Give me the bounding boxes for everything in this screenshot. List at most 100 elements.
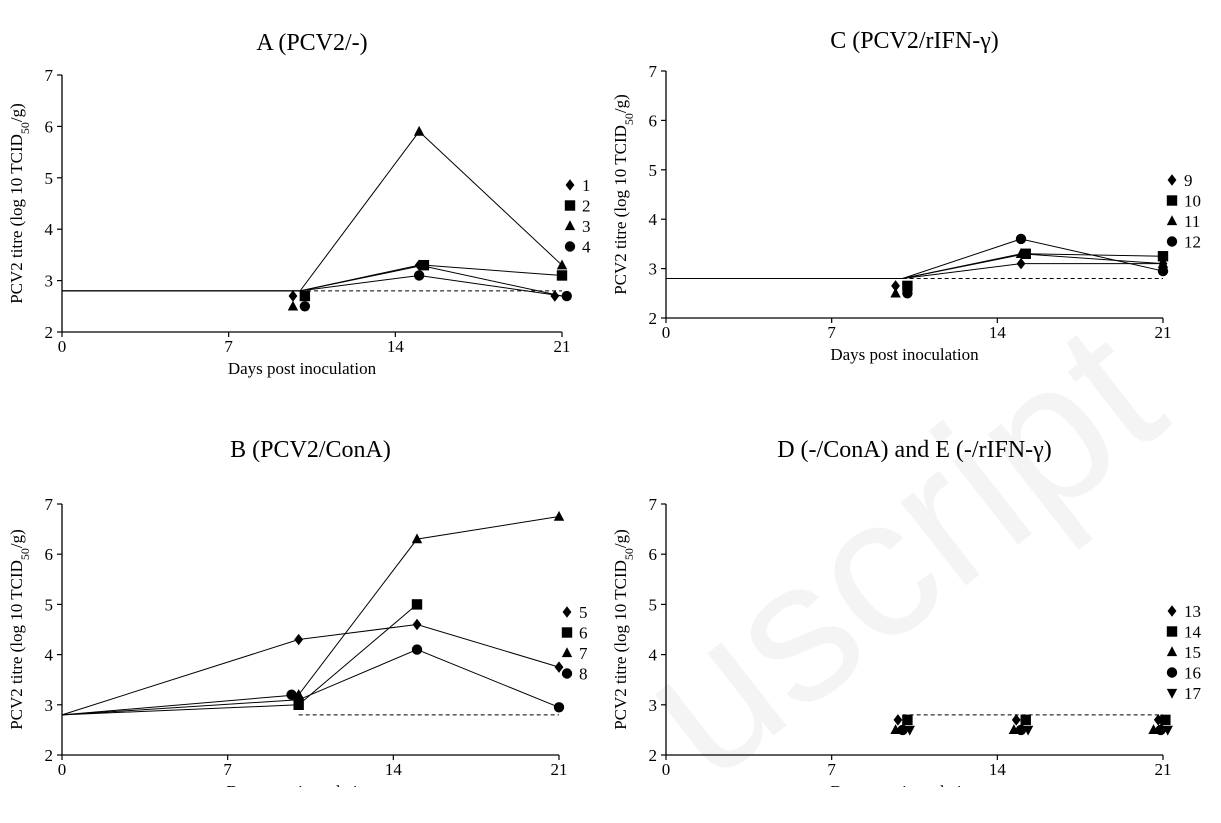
x-tick-label: 21 <box>1155 323 1172 342</box>
data-point-1 <box>288 290 298 302</box>
legend-label-13: 13 <box>1184 602 1201 621</box>
y-tick-label: 4 <box>649 210 658 229</box>
y-tick-label: 2 <box>45 323 54 342</box>
y-axis-label: PCV2 titre (log 10 TCID50/g) <box>7 529 32 730</box>
y-axis-label: PCV2 titre (log 10 TCID50/g) <box>611 529 636 730</box>
data-point-12 <box>902 288 913 299</box>
x-tick-label: 0 <box>58 760 67 779</box>
data-point-9 <box>1016 257 1026 270</box>
y-tick-label: 3 <box>649 696 658 715</box>
chart-panel-4: D (-/ConA) and E (-/rIFN-γ) 2 3 4 5 6 7 0 7 14 21 D… <box>611 437 1202 787</box>
data-point-11 <box>1157 257 1169 268</box>
series-line-5 <box>61 623 560 716</box>
data-point-16 <box>1015 724 1027 736</box>
x-tick-label: 7 <box>224 337 233 356</box>
x-tick-label: 0 <box>58 337 67 356</box>
data-point-9 <box>891 280 900 292</box>
y-tick-label: 4 <box>649 646 658 665</box>
y-tick-label: 7 <box>45 66 54 85</box>
legend-marker-2 <box>564 200 576 211</box>
chart-title: A (PCV2/-) <box>256 30 367 56</box>
data-point-7 <box>411 533 423 544</box>
legend-marker-7 <box>561 647 573 658</box>
data-point-14 <box>902 714 913 726</box>
legend-marker-6 <box>561 627 573 638</box>
legend-marker-3 <box>564 220 576 231</box>
legend-marker-4 <box>564 241 576 252</box>
data-point-7 <box>553 510 565 521</box>
data-point-3 <box>287 300 299 311</box>
y-tick-label: 6 <box>649 111 658 130</box>
data-point-2 <box>418 259 430 271</box>
legend-label-17: 17 <box>1184 684 1202 703</box>
data-point-13 <box>893 714 903 726</box>
data-point-5 <box>412 618 422 631</box>
series-line-2 <box>62 264 563 292</box>
data-point-11 <box>890 287 901 298</box>
y-tick-label: 5 <box>649 161 658 180</box>
data-point-14 <box>1160 714 1171 726</box>
y-tick-label: 4 <box>45 220 54 239</box>
x-tick-label: 0 <box>662 760 671 779</box>
x-axis-label: Days post inoculation <box>226 782 375 787</box>
data-point-2 <box>556 270 568 281</box>
legend-marker-1 <box>565 179 575 191</box>
x-tick-label: 14 <box>387 337 405 356</box>
series-line-7 <box>61 516 560 716</box>
y-tick-label: 7 <box>45 495 54 514</box>
data-point-3 <box>556 259 568 270</box>
y-tick-label: 6 <box>649 545 658 564</box>
data-point-5 <box>294 633 304 646</box>
legend-label-3: 3 <box>582 217 591 236</box>
data-point-17 <box>904 725 915 736</box>
legend-marker-13 <box>1167 605 1177 617</box>
data-point-16 <box>897 724 908 736</box>
legend-marker-11 <box>1166 215 1178 226</box>
legend-label-1: 1 <box>582 176 591 195</box>
legend-label-7: 7 <box>579 644 588 663</box>
x-tick-label: 7 <box>223 760 232 779</box>
legend-marker-14 <box>1166 626 1178 637</box>
y-tick-label: 3 <box>45 272 54 291</box>
y-tick-label: 6 <box>45 545 54 564</box>
legend-marker-16 <box>1166 667 1178 678</box>
legend-marker-10 <box>1166 195 1178 206</box>
legend-label-11: 11 <box>1184 212 1200 231</box>
y-tick-label: 5 <box>45 595 54 614</box>
legend-label-14: 14 <box>1184 623 1202 642</box>
chart-panel-2: C (PCV2/rIFN-γ) 2 3 4 5 6 7 0 7 14 21 Days post ino… <box>611 28 1201 364</box>
data-point-16 <box>1155 724 1166 736</box>
series-line-12 <box>666 238 1164 279</box>
x-tick-label: 14 <box>385 760 403 779</box>
y-tick-label: 2 <box>649 309 658 328</box>
data-point-10 <box>902 280 913 292</box>
y-tick-label: 5 <box>649 595 658 614</box>
x-tick-label: 21 <box>554 337 571 356</box>
x-tick-label: 7 <box>827 760 836 779</box>
legend-label-6: 6 <box>579 624 588 643</box>
x-axis-label: Days post inoculation <box>830 345 979 364</box>
legend-label-12: 12 <box>1184 233 1201 252</box>
data-point-8 <box>286 689 297 700</box>
y-tick-label: 3 <box>45 696 54 715</box>
legend-label-16: 16 <box>1184 664 1201 683</box>
legend-marker-9 <box>1167 174 1177 186</box>
data-point-8 <box>411 644 423 655</box>
y-tick-label: 2 <box>45 746 54 765</box>
chart-title: B (PCV2/ConA) <box>230 437 391 463</box>
y-tick-label: 4 <box>45 646 54 665</box>
data-point-13 <box>1011 714 1021 726</box>
x-tick-label: 7 <box>827 323 836 342</box>
legend-label-10: 10 <box>1184 192 1201 211</box>
y-tick-label: 3 <box>649 260 658 279</box>
legend-label-5: 5 <box>579 603 588 622</box>
y-tick-label: 6 <box>45 117 54 136</box>
y-tick-label: 7 <box>649 495 658 514</box>
y-tick-label: 7 <box>649 62 658 81</box>
data-point-2 <box>299 290 311 302</box>
data-point-12 <box>1015 233 1027 245</box>
data-point-12 <box>1157 265 1169 277</box>
y-axis-label: PCV2 titre (log 10 TCID50/g) <box>7 103 32 304</box>
